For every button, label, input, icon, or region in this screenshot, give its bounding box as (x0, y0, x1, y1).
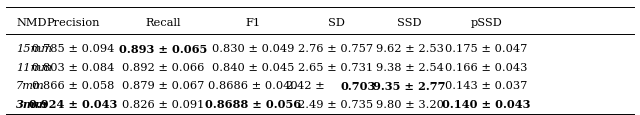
Text: 0.830 ± 0.049: 0.830 ± 0.049 (212, 44, 294, 54)
Text: 0.166 ± 0.043: 0.166 ± 0.043 (445, 62, 527, 72)
Text: SD: SD (328, 18, 344, 28)
Text: 9.80 ± 3.20: 9.80 ± 3.20 (376, 99, 444, 109)
Text: 11mm: 11mm (16, 62, 52, 72)
Text: 0.892 ± 0.066: 0.892 ± 0.066 (122, 62, 204, 72)
Text: 2.76 ± 0.757: 2.76 ± 0.757 (298, 44, 374, 54)
Text: NMD: NMD (16, 18, 47, 28)
Text: 0.175 ± 0.047: 0.175 ± 0.047 (445, 44, 527, 54)
Text: Precision: Precision (47, 18, 100, 28)
Text: 0.785 ± 0.094: 0.785 ± 0.094 (33, 44, 115, 54)
Text: 0.703: 0.703 (340, 80, 376, 91)
Text: 0.140 ± 0.043: 0.140 ± 0.043 (442, 99, 531, 109)
Text: 0.143 ± 0.037: 0.143 ± 0.037 (445, 81, 527, 91)
Text: 0.840 ± 0.045: 0.840 ± 0.045 (212, 62, 294, 72)
Text: 9.62 ± 2.53: 9.62 ± 2.53 (376, 44, 444, 54)
Text: 2.65 ± 0.731: 2.65 ± 0.731 (298, 62, 374, 72)
Text: 0.893 ± 0.065: 0.893 ± 0.065 (119, 43, 207, 54)
Text: 2.42 ±: 2.42 ± (286, 81, 328, 91)
Text: SSD: SSD (397, 18, 422, 28)
Text: 0.866 ± 0.058: 0.866 ± 0.058 (33, 81, 115, 91)
Text: F1: F1 (245, 18, 260, 28)
Text: pSSD: pSSD (470, 18, 502, 28)
Text: 0.879 ± 0.067: 0.879 ± 0.067 (122, 81, 204, 91)
Text: 0.8686 ± 0.040: 0.8686 ± 0.040 (208, 81, 298, 91)
Text: 2.49 ± 0.735: 2.49 ± 0.735 (298, 99, 374, 109)
Text: 7mm: 7mm (16, 81, 45, 91)
Text: 9.38 ± 2.54: 9.38 ± 2.54 (376, 62, 444, 72)
Text: 0.803 ± 0.084: 0.803 ± 0.084 (33, 62, 115, 72)
Text: 3mm: 3mm (16, 99, 48, 109)
Text: 0.826 ± 0.091: 0.826 ± 0.091 (122, 99, 204, 109)
Text: 15mm: 15mm (16, 44, 52, 54)
Text: 9.35 ± 2.77: 9.35 ± 2.77 (373, 80, 446, 91)
Text: 0.8688 ± 0.056: 0.8688 ± 0.056 (205, 99, 301, 109)
Text: Recall: Recall (145, 18, 181, 28)
Text: 0.924 ± 0.043: 0.924 ± 0.043 (29, 99, 118, 109)
